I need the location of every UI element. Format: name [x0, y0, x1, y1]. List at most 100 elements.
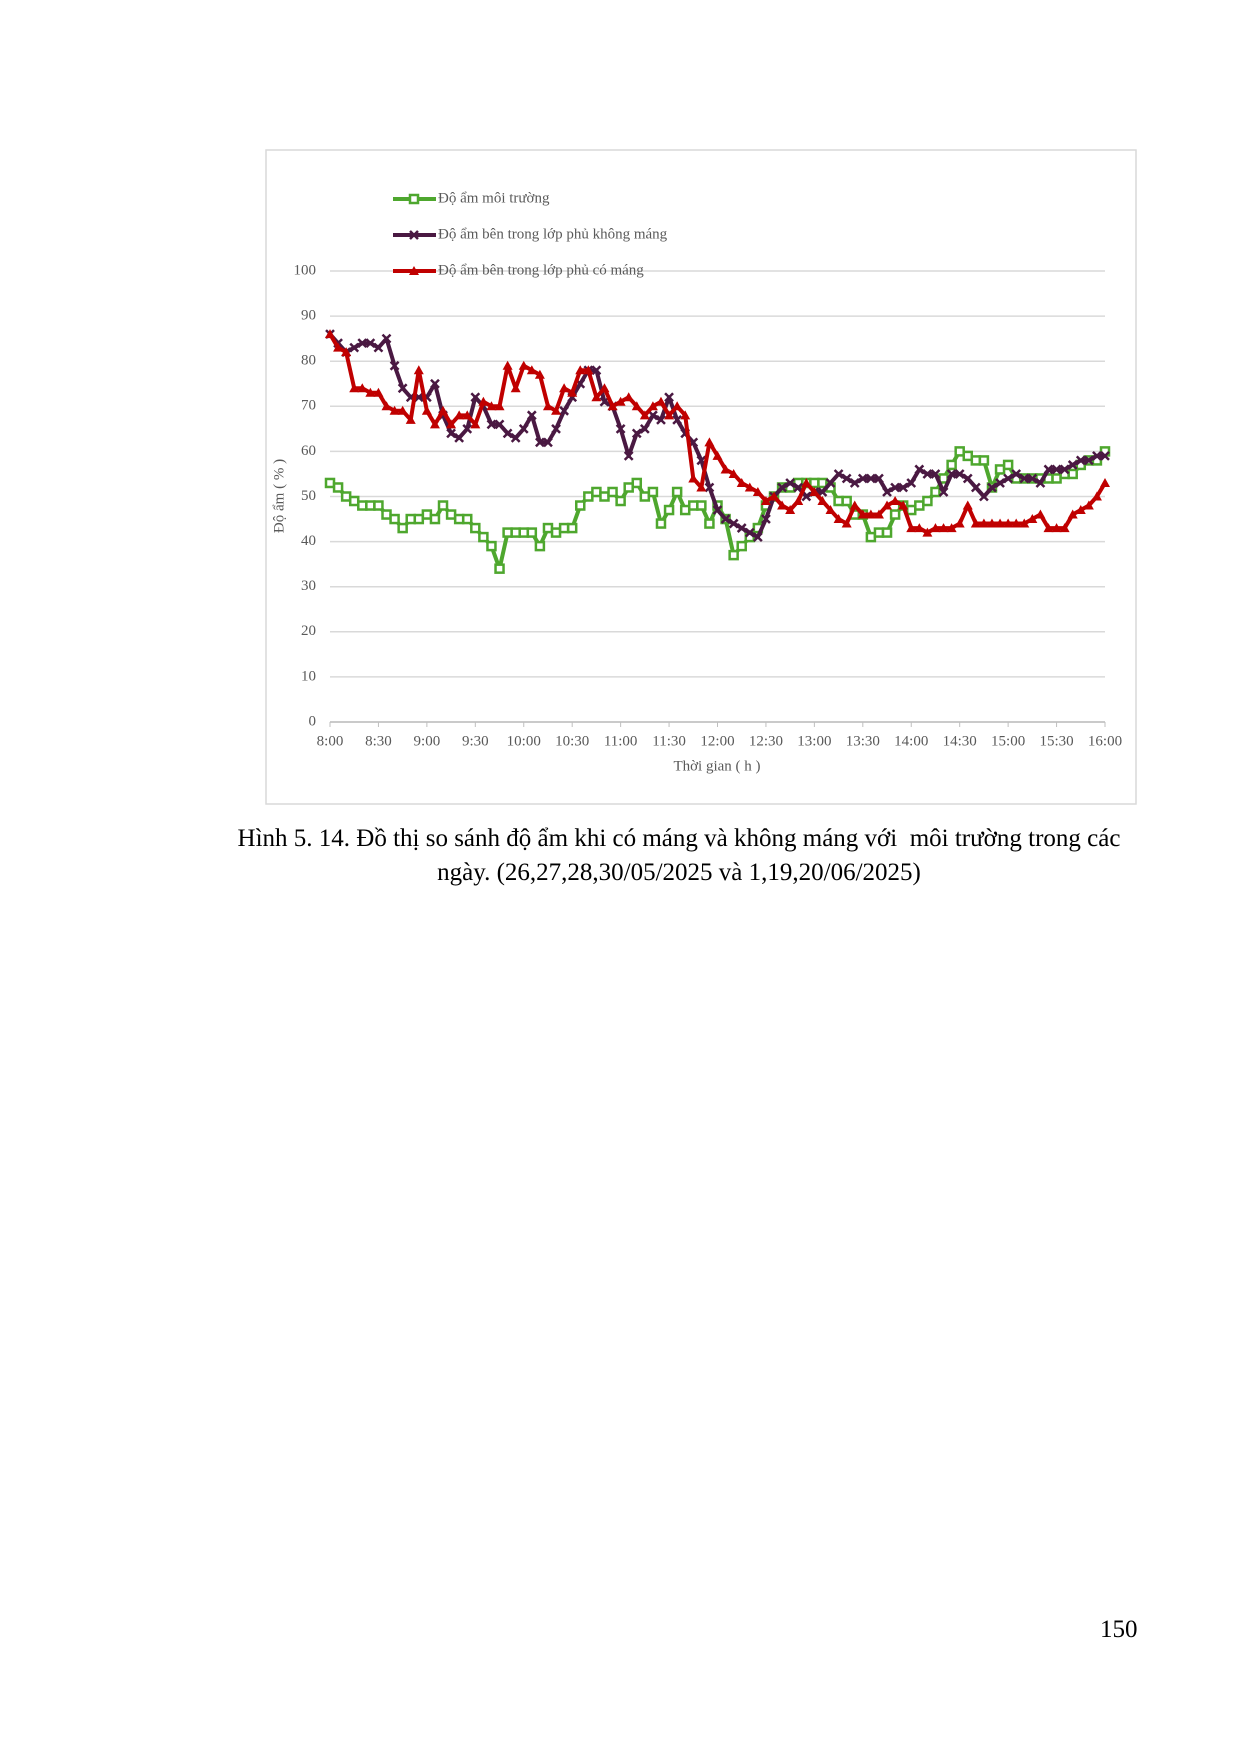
marker-x: [882, 487, 892, 497]
marker-square: [445, 509, 457, 520]
marker-x: [793, 482, 804, 493]
marker-square: [413, 513, 425, 525]
marker-square: [817, 477, 828, 489]
marker-triangle: [1051, 523, 1062, 533]
marker-x: [979, 491, 989, 502]
series: [325, 329, 1110, 537]
marker-x: [752, 532, 763, 542]
marker-x: [922, 469, 933, 479]
marker-square: [486, 540, 497, 552]
marker-x: [954, 469, 965, 479]
marker-x: [591, 365, 602, 376]
marker-triangle: [760, 496, 771, 506]
marker-x: [486, 419, 497, 430]
marker-triangle: [849, 500, 860, 510]
marker-x: [890, 482, 900, 493]
marker-x: [623, 451, 634, 461]
marker-x: [1003, 473, 1014, 484]
marker-triangle: [397, 405, 408, 415]
marker-x: [535, 437, 545, 448]
marker-triangle: [1100, 477, 1110, 487]
marker-triangle: [607, 401, 618, 411]
y-tick-label: 100: [294, 262, 317, 278]
x-tick-label: 8:00: [317, 733, 344, 749]
marker-x: [656, 414, 666, 425]
marker-x: [825, 478, 836, 488]
marker-square: [357, 500, 368, 511]
marker-square: [389, 513, 400, 525]
marker-square: [478, 531, 489, 543]
x-tick-label: 14:00: [894, 733, 928, 749]
marker-triangle: [857, 509, 868, 519]
marker-square: [922, 495, 933, 507]
marker-x: [510, 432, 521, 443]
marker-square: [526, 527, 538, 538]
marker-x: [866, 473, 876, 484]
y-tick-label: 10: [301, 668, 316, 684]
marker-triangle: [413, 365, 424, 375]
marker-triangle: [591, 392, 602, 402]
marker-x: [1067, 460, 1078, 470]
marker-triangle: [333, 342, 344, 352]
marker-triangle: [752, 486, 763, 496]
marker-triangle: [995, 518, 1006, 528]
marker-triangle: [349, 383, 360, 393]
marker-x: [381, 333, 392, 344]
marker-triangle: [865, 509, 876, 519]
marker-triangle: [1091, 491, 1102, 501]
marker-square: [809, 477, 820, 489]
marker-square: [906, 504, 917, 516]
marker-square: [865, 531, 877, 543]
marker-triangle: [841, 518, 852, 528]
marker-triangle: [696, 482, 707, 492]
x-tick-label: 12:00: [700, 733, 734, 749]
marker-triangle: [389, 405, 400, 415]
marker-triangle: [647, 401, 658, 411]
marker-square: [639, 491, 651, 502]
x-tick-label: 15:00: [991, 733, 1025, 749]
x-tick-label: 12:30: [749, 733, 783, 749]
chart: Độ ẩm ( % ) Thời gian ( h ) 0 10 20 30 40 50 6…: [265, 149, 1137, 805]
marker-triangle: [728, 468, 739, 478]
marker-square: [437, 500, 449, 511]
marker-square: [550, 527, 562, 538]
marker-triangle: [583, 365, 594, 375]
marker-x: [1035, 478, 1046, 488]
y-tick-label: 80: [301, 353, 316, 369]
marker-triangle: [470, 419, 481, 429]
marker-square: [833, 495, 844, 507]
marker-square: [494, 563, 505, 574]
marker-x: [559, 405, 569, 416]
marker-x: [664, 392, 674, 403]
y-axis-title: Độ ẩm ( % ): [271, 459, 287, 533]
marker-square: [461, 513, 473, 525]
marker-triangle: [486, 401, 497, 411]
marker-x: [801, 491, 812, 502]
marker-x: [454, 432, 465, 443]
marker-square: [881, 527, 893, 538]
marker-x: [365, 338, 376, 349]
marker-x: [833, 469, 844, 479]
marker-x: [631, 428, 642, 439]
marker-square: [599, 491, 610, 502]
marker-triangle: [599, 383, 610, 393]
marker-square: [373, 500, 384, 511]
marker-x: [615, 423, 626, 434]
marker-triangle: [421, 405, 432, 415]
legend-label: Độ ẩm môi trường: [438, 190, 550, 206]
marker-x: [1092, 451, 1102, 461]
marker-square: [502, 527, 513, 538]
marker-triangle: [1011, 518, 1022, 528]
marker-triangle: [833, 514, 844, 524]
marker-triangle: [518, 360, 529, 370]
marker-square: [930, 486, 941, 498]
marker-square: [1002, 459, 1014, 471]
marker-triangle: [954, 518, 965, 528]
marker-square: [954, 446, 965, 457]
marker-triangle: [680, 410, 691, 420]
marker-triangle: [655, 396, 666, 406]
marker-square: [558, 522, 570, 534]
marker-triangle: [567, 387, 578, 397]
marker-triangle: [1035, 509, 1046, 519]
